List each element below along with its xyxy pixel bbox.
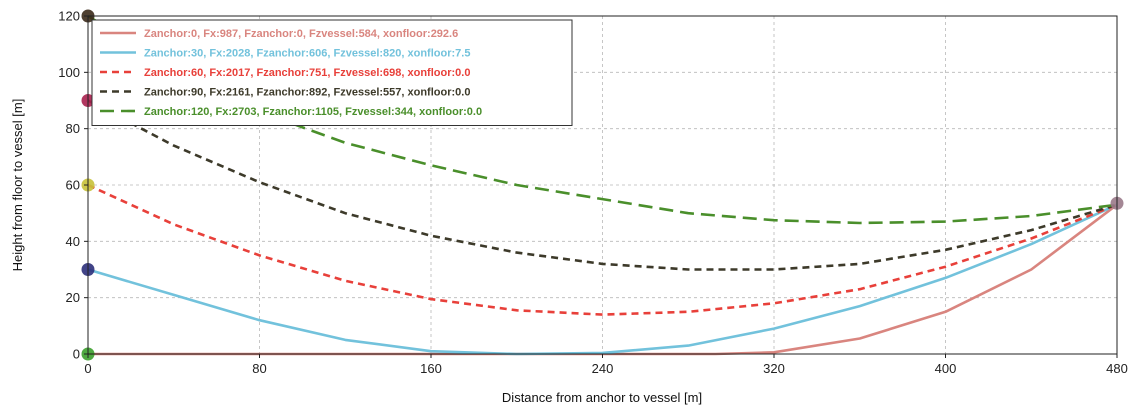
y-tick-label: 0 <box>73 347 80 362</box>
x-tick-label: 80 <box>252 361 266 376</box>
y-tick-label: 100 <box>58 65 80 80</box>
x-tick-label: 240 <box>592 361 614 376</box>
series-line-2 <box>87 183 1118 316</box>
series-line-1 <box>87 203 1118 356</box>
tick-layer: 0 80 160 240 320 400 480 0 20 40 60 80 100 120 <box>58 9 1128 377</box>
x-tick-label: 400 <box>935 361 957 376</box>
y-tick-label: 60 <box>66 178 80 193</box>
x-tick-label: 320 <box>763 361 785 376</box>
series-line-3 <box>87 99 1118 271</box>
y-tick-label: 120 <box>58 9 80 24</box>
legend-entry-2: Zanchor:60, Fx:2017, Fzanchor:751, Fzves… <box>144 67 470 79</box>
legend-entry-3: Zanchor:90, Fx:2161, Fzanchor:892, Fzves… <box>144 87 470 99</box>
y-axis-label: Height from floor to vessel [m] <box>10 99 25 272</box>
x-tick-label: 0 <box>84 361 91 376</box>
y-tick-label: 20 <box>66 290 80 305</box>
x-tick-label: 480 <box>1106 361 1128 376</box>
y-tick-label: 40 <box>66 234 80 249</box>
series-layer <box>87 14 1118 356</box>
legend: Zanchor:0, Fx:987, Fzanchor:0, Fzvessel:… <box>91 19 573 126</box>
y-tick-label: 80 <box>66 121 80 136</box>
legend-entry-0: Zanchor:0, Fx:987, Fzanchor:0, Fzvessel:… <box>144 28 458 40</box>
legend-entry-1: Zanchor:30, Fx:2028, Fzanchor:606, Fzves… <box>144 48 470 60</box>
x-axis-label: Distance from anchor to vessel [m] <box>502 390 702 405</box>
legend-entry-4: Zanchor:120, Fx:2703, Fzanchor:1105, Fzv… <box>144 106 482 118</box>
x-tick-label: 160 <box>420 361 442 376</box>
legend-box <box>91 19 573 126</box>
